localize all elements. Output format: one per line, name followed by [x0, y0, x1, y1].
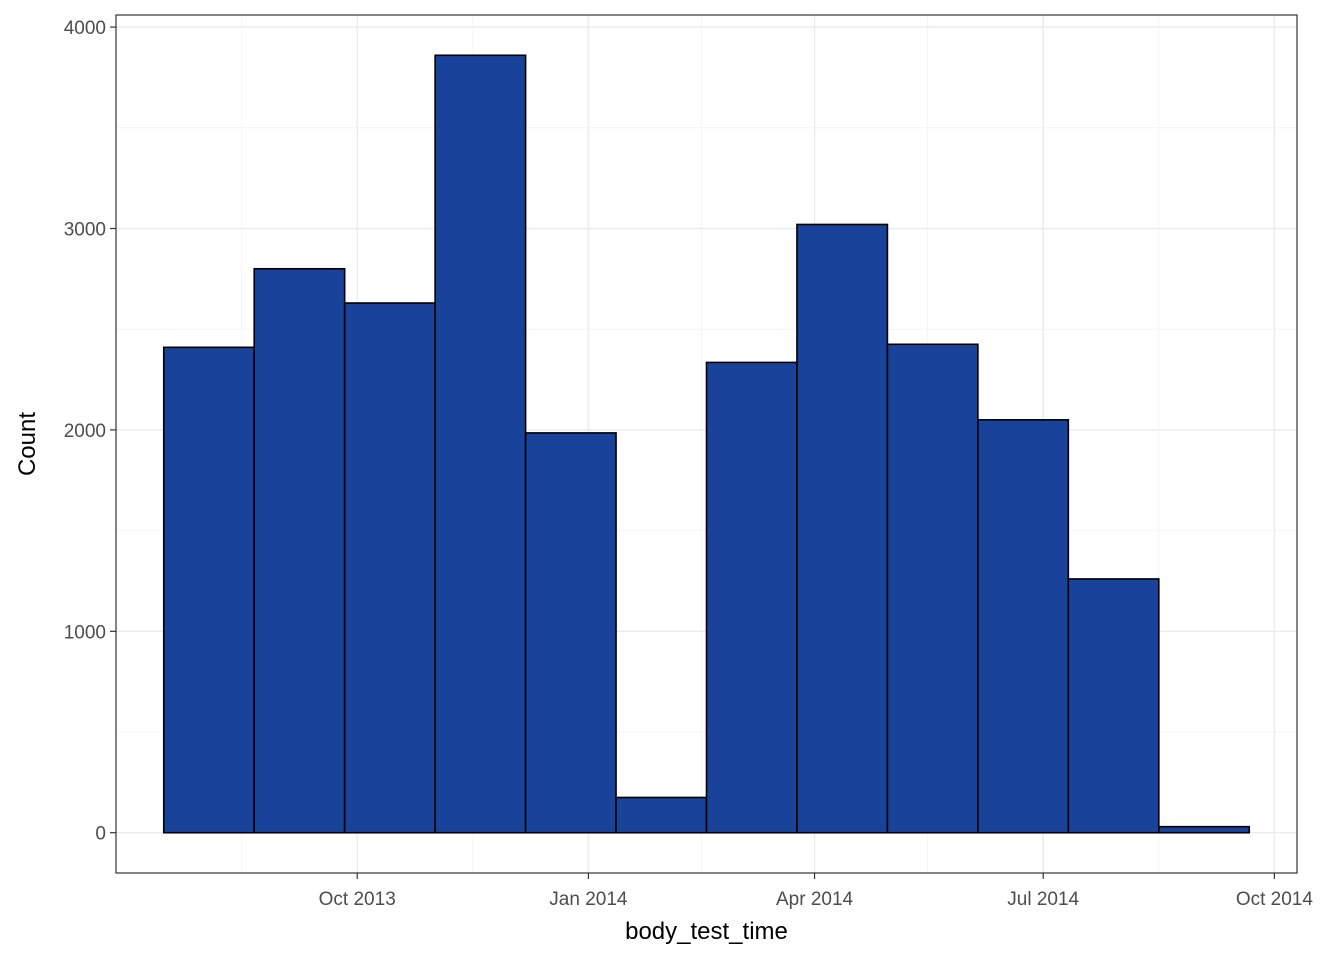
histogram-bar	[796, 223, 889, 834]
histogram-bar	[1067, 578, 1160, 834]
histogram-bar	[434, 54, 527, 834]
y-tick-label: 1000	[64, 622, 106, 643]
y-axis-title: Count	[14, 412, 41, 476]
histogram-bar	[705, 361, 798, 834]
histogram-bar	[1157, 825, 1251, 834]
histogram-bars	[162, 54, 1251, 834]
x-tick-label: Apr 2014	[776, 889, 854, 910]
histogram-bar	[524, 432, 617, 834]
y-tick-label: 2000	[64, 421, 106, 442]
x-axis-title: body_test_time	[625, 918, 788, 945]
x-tick-label: Oct 2013	[319, 889, 396, 910]
histogram-bar	[977, 419, 1070, 834]
y-axis: 0 1000 2000 3000 4000	[64, 18, 116, 845]
y-tick-label: 3000	[64, 219, 106, 240]
histogram-bar	[886, 343, 979, 834]
x-axis: Oct 2013 Jan 2014 Apr 2014 Jul 2014 Oct 2014	[319, 873, 1314, 910]
histogram-bar	[343, 302, 436, 834]
histogram-bar	[615, 796, 708, 834]
x-tick-label: Jul 2014	[1007, 889, 1079, 910]
histogram-bar	[253, 267, 346, 834]
x-tick-label: Jan 2014	[549, 889, 628, 910]
panel-border	[115, 14, 1298, 874]
y-tick-label: 4000	[64, 18, 106, 39]
y-tick-label: 0	[95, 824, 106, 845]
x-tick-label: Oct 2014	[1236, 889, 1314, 910]
histogram-bar	[162, 346, 256, 834]
